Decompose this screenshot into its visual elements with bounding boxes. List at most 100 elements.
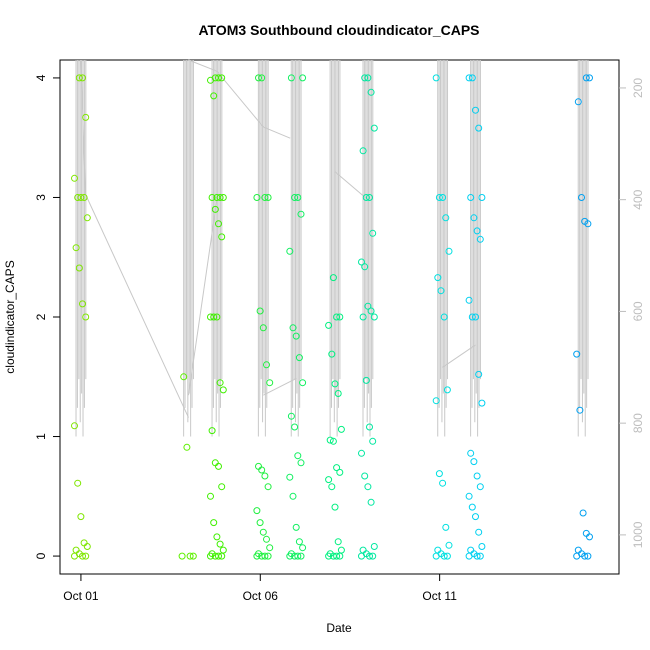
data-point: [442, 523, 450, 531]
data-point: [287, 550, 295, 558]
y-tick-label-4: 4: [34, 74, 48, 81]
data-point: [80, 539, 88, 547]
data-point: [366, 194, 373, 201]
data-point: [369, 229, 377, 237]
data-point: [264, 194, 272, 201]
data-point: [359, 147, 367, 155]
data-point: [478, 194, 486, 201]
data-point: [82, 313, 90, 321]
x-tick-label-0: Oct 01: [63, 589, 99, 603]
data-point: [256, 307, 264, 315]
data-point: [263, 361, 270, 369]
data-point: [581, 217, 589, 225]
data-point: [286, 247, 294, 255]
data-point: [440, 313, 448, 321]
y2-tick-label-0: 200: [631, 78, 645, 98]
data-point: [364, 483, 372, 491]
data-point: [574, 98, 582, 106]
data-point: [582, 74, 590, 82]
data-point: [333, 552, 341, 560]
data-point: [261, 194, 269, 201]
data-point: [286, 473, 294, 481]
data-point: [211, 74, 219, 82]
data-point: [470, 214, 478, 222]
data-point: [467, 546, 475, 554]
data-point: [468, 313, 476, 321]
y-axis-label: cloudindicator_CAPS: [3, 260, 17, 373]
data-point: [292, 523, 300, 531]
data-point: [210, 519, 218, 527]
data-point: [79, 300, 86, 308]
data-point: [364, 302, 372, 310]
data-point: [213, 533, 221, 541]
data-point: [443, 386, 451, 394]
data-point: [476, 235, 484, 243]
data-point: [445, 247, 453, 255]
data-point: [369, 437, 377, 445]
data-point: [295, 354, 303, 362]
y-axis-left: 0 1 2 3 4: [34, 74, 60, 559]
data-point: [439, 194, 447, 201]
x-tick-label-1: Oct 06: [243, 589, 279, 603]
depth-trace-3: [216, 70, 291, 139]
data-point: [266, 544, 274, 552]
data-point: [437, 287, 445, 295]
data-point: [359, 313, 367, 321]
data-point: [255, 462, 262, 470]
data-point: [476, 552, 484, 560]
data-point: [432, 397, 440, 405]
data-point: [215, 74, 222, 82]
data-point: [445, 541, 453, 549]
data-point: [574, 546, 582, 554]
data-point: [439, 479, 447, 487]
data-point: [266, 379, 274, 387]
data-point: [297, 459, 305, 467]
y-axis-right: 200 400 600 800 1000: [619, 78, 645, 548]
data-point: [82, 552, 90, 560]
data-point: [299, 74, 307, 82]
data-point: [475, 124, 483, 132]
data-point: [370, 124, 378, 132]
data-point: [584, 552, 592, 560]
data-point: [180, 373, 188, 381]
data-point: [216, 540, 224, 548]
data-point: [336, 468, 344, 476]
data-point: [289, 492, 297, 500]
data-point: [256, 519, 264, 527]
data-point: [74, 194, 82, 201]
y2-tick-label-3: 800: [631, 413, 645, 433]
data-point: [178, 552, 186, 560]
data-point: [370, 313, 378, 321]
data-point: [361, 472, 369, 480]
data-point: [359, 546, 367, 554]
y-tick-label-2: 2: [34, 313, 48, 320]
data-point: [82, 113, 90, 121]
data-point: [364, 74, 372, 82]
data-point: [211, 459, 219, 467]
data-point: [208, 427, 216, 435]
data-point: [358, 258, 365, 266]
data-point: [77, 194, 85, 201]
data-point: [218, 233, 226, 241]
data-point: [218, 483, 226, 491]
data-point: [326, 550, 334, 558]
data-point: [361, 74, 369, 82]
data-point: [442, 214, 450, 222]
data-point: [465, 296, 473, 304]
data-point: [258, 74, 266, 82]
data-point: [259, 324, 267, 332]
data-point: [261, 472, 269, 480]
data-point: [337, 425, 345, 433]
data-point: [287, 412, 295, 420]
data-point: [77, 513, 85, 521]
data-point: [367, 88, 375, 96]
data-point: [75, 74, 83, 82]
data-point: [443, 552, 451, 560]
data-point: [435, 194, 443, 201]
data-point: [578, 194, 585, 201]
data-point: [208, 550, 216, 558]
data-point: [331, 380, 339, 388]
data-point: [472, 106, 479, 114]
data-point: [325, 321, 333, 329]
depth-trace-6: [442, 344, 476, 368]
